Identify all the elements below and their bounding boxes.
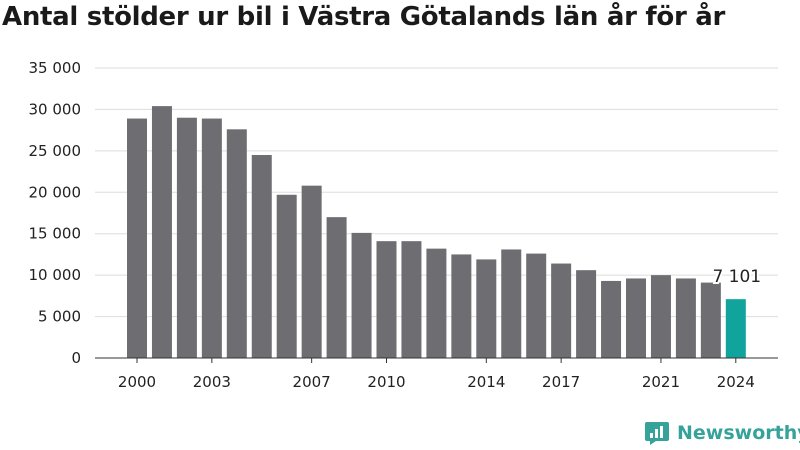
y-axis-ticks: 0 5 000 10 000 15 000 20 000 25 000 30 000 35 0… xyxy=(29,59,82,367)
bar-2023 xyxy=(700,282,721,358)
bar-2006 xyxy=(276,194,297,358)
bar-2009 xyxy=(351,232,372,358)
y-tick-label: 15 000 xyxy=(29,225,82,243)
bar-2013 xyxy=(451,254,472,358)
bar-2019 xyxy=(601,280,622,358)
bar-2002 xyxy=(176,117,197,358)
bar-2017 xyxy=(551,263,572,358)
data-label-2024: 7 101 xyxy=(712,267,761,287)
annotations: 7 101 xyxy=(710,265,763,289)
bar-2011 xyxy=(401,241,422,358)
y-tick-label: 20 000 xyxy=(29,183,82,201)
bar-2020 xyxy=(626,278,646,358)
bar-2010 xyxy=(376,241,397,358)
bar-2015 xyxy=(501,249,522,358)
newsworthy-brand: Newsworthy xyxy=(644,420,800,446)
bar-2003 xyxy=(201,118,222,359)
bar-2014 xyxy=(476,259,497,358)
bar-2008 xyxy=(326,217,347,358)
newsworthy-logo-icon xyxy=(645,422,669,445)
chart-title: Antal stölder ur bil i Västra Götalands … xyxy=(2,2,726,32)
bar-2024 xyxy=(725,299,746,358)
y-tick-label: 25 000 xyxy=(29,142,82,160)
x-tick-label: 2003 xyxy=(193,373,231,391)
bar-2012 xyxy=(426,248,447,358)
x-tick-label: 2017 xyxy=(542,373,580,391)
bar-2004 xyxy=(226,129,247,358)
x-axis-ticks: 2000 2003 2007 2010 2014 2017 2021 2024 xyxy=(118,358,755,391)
x-tick-label: 2021 xyxy=(642,373,680,391)
x-tick-label: 2010 xyxy=(367,373,405,391)
y-tick-label: 0 xyxy=(71,349,81,367)
bar-2005 xyxy=(251,155,272,358)
y-tick-label: 30 000 xyxy=(29,100,82,118)
y-tick-label: 5 000 xyxy=(38,308,81,326)
x-tick-label: 2024 xyxy=(717,373,755,391)
bar-2018 xyxy=(576,270,597,358)
bar-2000 xyxy=(127,118,147,359)
y-tick-label: 10 000 xyxy=(29,266,82,284)
x-tick-label: 2007 xyxy=(293,373,331,391)
x-tick-label: 2000 xyxy=(118,373,156,391)
bar-2021 xyxy=(650,275,671,358)
y-tick-label: 35 000 xyxy=(29,59,82,77)
bar-2001 xyxy=(151,106,172,358)
brand-name: Newsworthy xyxy=(677,422,800,444)
bar-2016 xyxy=(526,253,547,358)
bar-2007 xyxy=(301,185,322,358)
x-tick-label: 2014 xyxy=(467,373,505,391)
bars xyxy=(127,106,746,359)
bar-2022 xyxy=(675,278,696,358)
